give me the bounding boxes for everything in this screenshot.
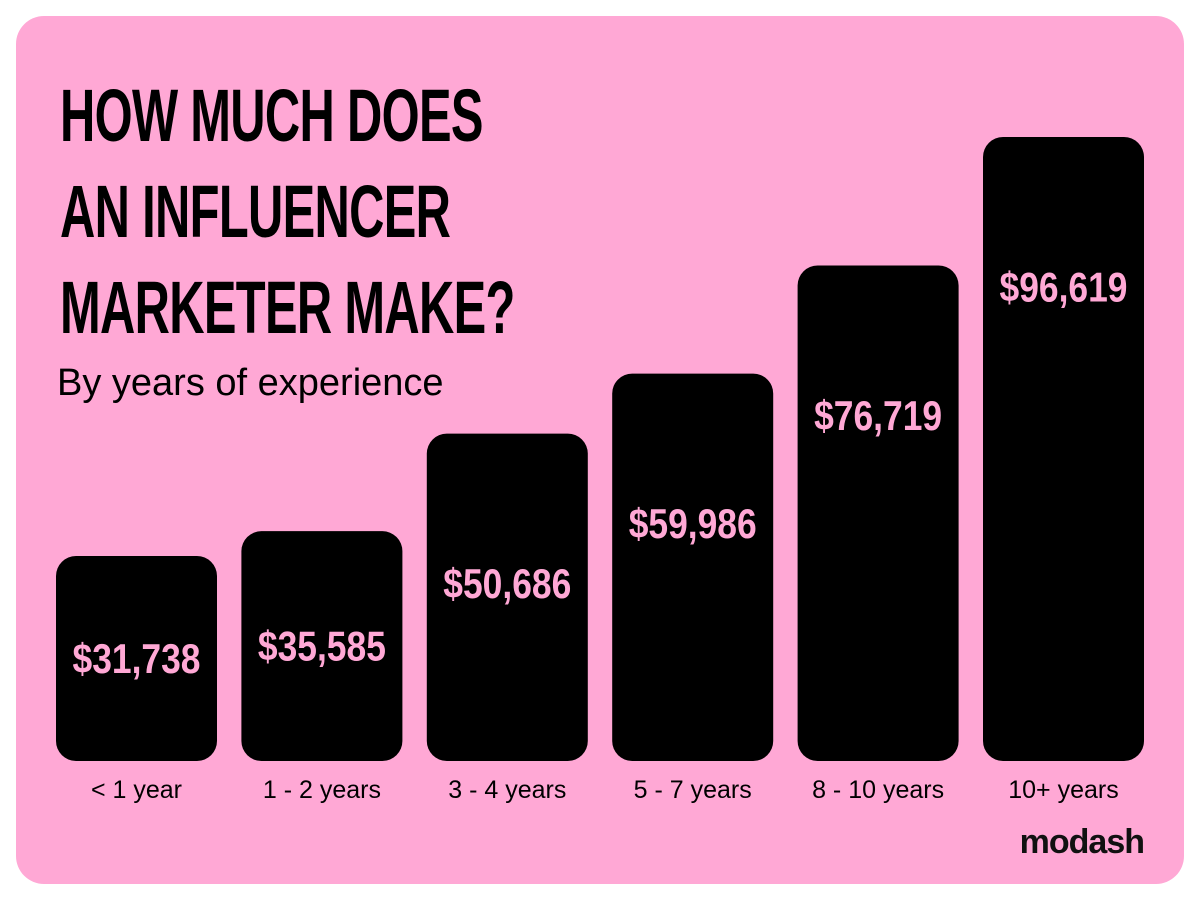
- bar-value-label: $50,686: [443, 560, 571, 607]
- chart-subtitle: By years of experience: [57, 362, 444, 404]
- bar-value-label: $35,585: [258, 623, 386, 670]
- bar: [426, 433, 588, 761]
- page-title: HOW MUCH DOES AN INFLUENCER MARKETER MAK…: [60, 68, 515, 356]
- bar: [56, 556, 217, 761]
- category-label: 5 - 7 years: [634, 776, 752, 804]
- bar-value-label: $31,738: [73, 635, 201, 682]
- category-label: < 1 year: [91, 776, 182, 804]
- bar-value-label: $59,986: [629, 500, 757, 547]
- title-line-3: MARKETER MAKE?: [60, 266, 515, 349]
- brand-logo: modash: [1019, 823, 1145, 861]
- title-line-2: AN INFLUENCER: [60, 170, 451, 253]
- bar-value-label: $96,619: [1000, 264, 1128, 311]
- category-label: 10+ years: [1008, 776, 1119, 804]
- bar: [241, 531, 403, 761]
- bar-value-label: $76,719: [814, 392, 942, 439]
- bar: [983, 137, 1144, 761]
- category-label: 1 - 2 years: [263, 776, 381, 804]
- infographic-card: $31,738 < 1 year $35,585 1 - 2 years $50,686…: [16, 16, 1184, 884]
- title-line-1: HOW MUCH DOES: [60, 74, 483, 157]
- bar: [612, 373, 774, 761]
- category-label: 8 - 10 years: [812, 776, 944, 804]
- category-label: 3 - 4 years: [448, 776, 566, 804]
- bar-chart: $31,738 < 1 year $35,585 1 - 2 years $50,686…: [56, 137, 1144, 804]
- bar: [797, 265, 959, 761]
